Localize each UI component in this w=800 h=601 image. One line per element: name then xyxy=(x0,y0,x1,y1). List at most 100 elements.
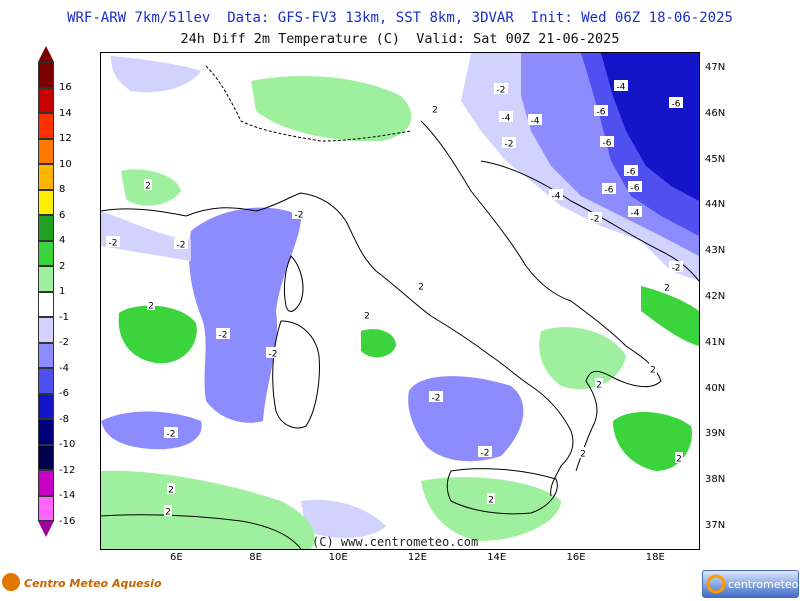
contour-label: -4 xyxy=(502,114,511,124)
contour-label: 2 xyxy=(650,366,656,376)
map-title: WRF-ARW 7km/51lev Data: GFS-FV3 13km, SS… xyxy=(67,10,733,26)
contour-label: -2 xyxy=(295,211,304,221)
contour-label: -2 xyxy=(497,86,506,96)
cold-area-west-sea xyxy=(101,411,202,450)
legend-label: 8 xyxy=(59,184,66,195)
contour-label: -4 xyxy=(531,117,540,127)
coastline-sardinia xyxy=(272,320,320,429)
legend-label: -1 xyxy=(59,311,69,323)
map-subtitle: 24h Diff 2m Temperature (C) Valid: Sat 0… xyxy=(180,31,620,47)
contour-label-bg xyxy=(594,105,608,116)
longitude-label: 14E xyxy=(487,552,507,563)
contour-label: 2 xyxy=(145,182,151,192)
contour-label-bg xyxy=(549,189,563,200)
centrometeo-logo-icon xyxy=(706,574,726,594)
contour-label: -4 xyxy=(631,209,640,219)
legend-swatch xyxy=(38,62,54,88)
legend-label: 4 xyxy=(59,235,66,246)
legend-label: 16 xyxy=(59,82,72,93)
contour-label-bg xyxy=(675,452,683,463)
contour-label: -6 xyxy=(597,108,606,118)
contour-label: 2 xyxy=(676,455,682,465)
legend-label: 6 xyxy=(59,209,66,221)
contour-label-bg xyxy=(174,238,188,249)
contour-label: 2 xyxy=(168,486,174,496)
warm-area-sicily xyxy=(421,477,561,541)
centrometeo-logo-graphic: centrometeo xyxy=(706,574,799,594)
legend-swatch xyxy=(38,393,54,419)
latitude-label: 38N xyxy=(705,474,726,486)
aquesio-logo-icon xyxy=(2,573,20,591)
coastline-africa xyxy=(101,514,302,549)
contour-label-bg xyxy=(106,236,120,247)
contour-label-bg xyxy=(624,165,638,176)
contour-label: -6 xyxy=(631,184,640,194)
warm-area-lazio xyxy=(361,329,396,358)
centrometeo-logo-text: centrometeo xyxy=(728,578,798,591)
longitude-label: 10E xyxy=(328,552,348,563)
contour-label-bg xyxy=(429,391,443,402)
contour-label-bg xyxy=(431,103,439,114)
contour-label-bg xyxy=(478,446,492,457)
contour-label-bg xyxy=(487,493,495,504)
contour-label: -2 xyxy=(167,430,176,440)
contour-label-bg xyxy=(579,447,587,458)
legend-swatch xyxy=(38,266,54,292)
contour-label-bg xyxy=(628,181,642,192)
longitude-label: 16E xyxy=(566,552,586,563)
contour-label: -2 xyxy=(591,215,600,225)
legend-label: 1 xyxy=(59,286,66,297)
warm-area-alps xyxy=(251,76,412,142)
coastline-tyrrhenian xyxy=(101,192,574,497)
contour-label-bg xyxy=(669,261,683,272)
contour-label-bg xyxy=(144,179,152,190)
contour-label-bg xyxy=(164,505,172,516)
contour-label-bg xyxy=(628,206,642,217)
coastline-corsica xyxy=(283,255,304,312)
contour-label-bg xyxy=(649,363,657,374)
contour-label-bg xyxy=(363,309,371,320)
contour-label: 2 xyxy=(148,302,154,312)
legend-label: -10 xyxy=(59,439,76,450)
legend-top-arrow xyxy=(38,46,54,62)
legend-swatch xyxy=(38,495,54,521)
legend-label: 10 xyxy=(59,158,72,170)
contour-label-bg xyxy=(164,427,178,438)
cold-area-north-west xyxy=(111,56,201,93)
contour-label-bg xyxy=(417,280,425,291)
legend-label: 14 xyxy=(59,107,72,119)
warm-area-albania xyxy=(641,286,699,346)
legend-label: -2 xyxy=(59,337,69,348)
contour-label-bg xyxy=(216,328,230,339)
legend-label: -4 xyxy=(59,362,69,374)
aquesio-logo-graphic: Centro Meteo Aquesio xyxy=(2,573,162,591)
contour-label: -6 xyxy=(627,168,636,178)
contour-label-bg xyxy=(167,483,175,494)
legend-swatch xyxy=(38,113,54,139)
contour-label-bg xyxy=(499,111,513,122)
contour-label-bg xyxy=(663,281,671,292)
longitude-label: 18E xyxy=(645,552,665,563)
contour-label-bg xyxy=(614,80,628,91)
coastline-sicily xyxy=(446,468,558,515)
contour-label: -2 xyxy=(432,394,441,404)
aquesio-logo-text: Centro Meteo Aquesio xyxy=(24,577,162,590)
contour-label: 2 xyxy=(364,312,370,322)
legend-swatch xyxy=(38,444,54,470)
contour-label: -4 xyxy=(552,192,561,202)
latitude-label: 42N xyxy=(705,291,726,302)
latitude-label: 43N xyxy=(705,245,726,257)
legend-swatch xyxy=(38,470,54,496)
copyright-text: (C) www.centrometeo.com xyxy=(312,535,479,549)
latitude-label: 37N xyxy=(705,520,726,531)
latitude-label: 40N xyxy=(705,382,726,394)
contour-label: 2 xyxy=(418,283,424,293)
legend-label: -8 xyxy=(59,413,69,425)
legend-swatch xyxy=(38,342,54,368)
color-legend xyxy=(38,46,58,546)
contour-label: -6 xyxy=(603,139,612,149)
contour-label: 2 xyxy=(580,450,586,460)
contour-label: -4 xyxy=(617,83,626,93)
